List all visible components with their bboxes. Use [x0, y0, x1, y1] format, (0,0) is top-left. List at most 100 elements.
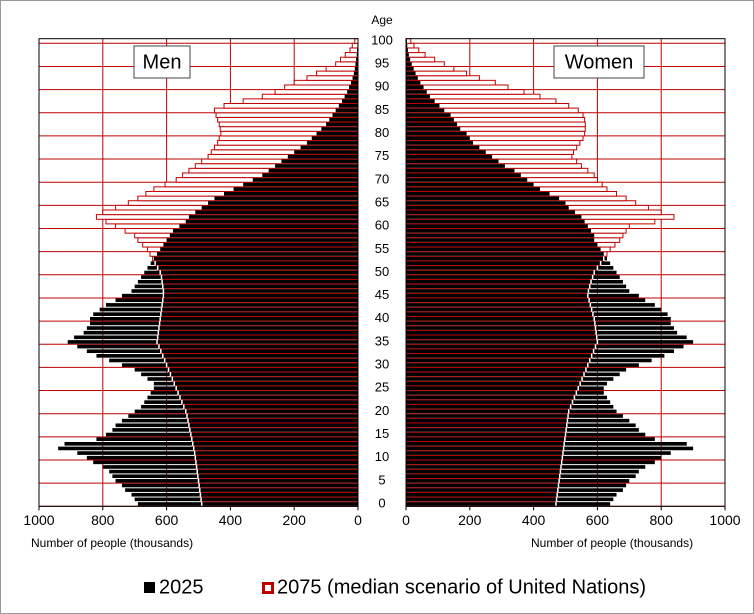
bar: [262, 173, 358, 178]
bar: [406, 479, 630, 483]
bar: [214, 196, 358, 201]
bar: [406, 418, 630, 423]
bar-outline: [293, 79, 359, 86]
bar: [115, 479, 358, 483]
bar: [96, 354, 359, 358]
bar: [153, 256, 358, 261]
bar: [147, 395, 358, 400]
bar: [115, 423, 358, 428]
bar: [406, 270, 617, 275]
age-tick-label: 20: [375, 403, 389, 418]
bar: [311, 136, 358, 141]
bar: [316, 131, 358, 136]
bar: [352, 76, 358, 80]
bar: [406, 80, 421, 85]
bar: [172, 229, 358, 233]
bar: [150, 391, 358, 395]
bar-outline: [223, 103, 359, 109]
bar: [144, 270, 358, 275]
bar: [406, 483, 627, 488]
bar: [406, 321, 671, 326]
bar: [74, 335, 358, 340]
bar: [93, 312, 358, 316]
bar: [134, 284, 358, 289]
label-box: [133, 45, 191, 79]
bar: [287, 154, 358, 159]
bar: [406, 395, 607, 400]
bar: [157, 252, 358, 256]
bar: [406, 502, 611, 506]
bar-outline: [351, 42, 359, 49]
plot-frame: [38, 38, 359, 507]
x-tick-label: 200: [283, 512, 307, 528]
bar: [406, 210, 576, 215]
bar: [90, 321, 358, 326]
bar: [406, 381, 607, 386]
x-axis-label: Number of people (thousands): [31, 536, 193, 550]
bar: [406, 441, 687, 446]
bar: [137, 279, 358, 284]
bar: [121, 483, 358, 488]
age-axis-label: Age: [371, 13, 393, 27]
bar: [268, 168, 358, 173]
bar: [90, 316, 358, 321]
bar: [406, 354, 665, 358]
age-tick-label: 50: [375, 264, 389, 279]
bar: [406, 168, 515, 173]
bar: [86, 349, 358, 354]
x-tick-label: 1000: [709, 512, 740, 528]
bar: [150, 261, 358, 266]
bar: [406, 136, 470, 141]
legend-swatch: [144, 582, 155, 593]
bar: [406, 99, 435, 104]
age-tick-label: 40: [375, 310, 389, 325]
bar: [131, 492, 358, 497]
bar: [338, 104, 358, 108]
x-tick-label: 1000: [23, 512, 54, 528]
bar: [77, 344, 358, 349]
bar: [406, 298, 646, 303]
bar: [147, 377, 358, 381]
age-tick-label: 60: [375, 218, 389, 233]
bar-outline: [349, 47, 359, 54]
age-tick-label: 85: [375, 102, 389, 117]
bar: [406, 474, 636, 479]
men-label: Men: [143, 51, 182, 73]
bar-outline: [325, 65, 359, 72]
bar: [406, 90, 427, 94]
x-tick-label: 800: [650, 512, 674, 528]
bar: [77, 451, 358, 455]
bar-outline: [344, 52, 359, 58]
bar: [406, 196, 560, 201]
bar: [131, 289, 358, 293]
bar: [406, 57, 411, 62]
bar: [406, 340, 694, 344]
age-tick-label: 35: [375, 333, 389, 348]
bar: [105, 303, 359, 307]
bar: [281, 159, 358, 164]
bar: [406, 423, 636, 428]
bar: [406, 363, 639, 367]
bar: [406, 460, 655, 465]
bar: [306, 141, 358, 145]
bar: [406, 247, 601, 252]
x-tick-label: 600: [155, 512, 179, 528]
bar: [163, 242, 358, 247]
x-axis-label: Number of people (thousands): [531, 536, 693, 550]
bar: [350, 80, 358, 85]
bar: [406, 224, 588, 229]
bar: [160, 247, 358, 252]
x-tick-label: 200: [458, 512, 482, 528]
bar: [406, 71, 416, 76]
bar: [208, 201, 358, 205]
bar: [406, 113, 451, 117]
bar: [141, 372, 358, 377]
bar: [86, 326, 358, 330]
bar: [321, 127, 358, 131]
bar: [406, 104, 440, 108]
bar: [121, 418, 358, 423]
bar: [406, 219, 585, 224]
bar-outline: [261, 93, 359, 100]
bar: [406, 85, 424, 90]
